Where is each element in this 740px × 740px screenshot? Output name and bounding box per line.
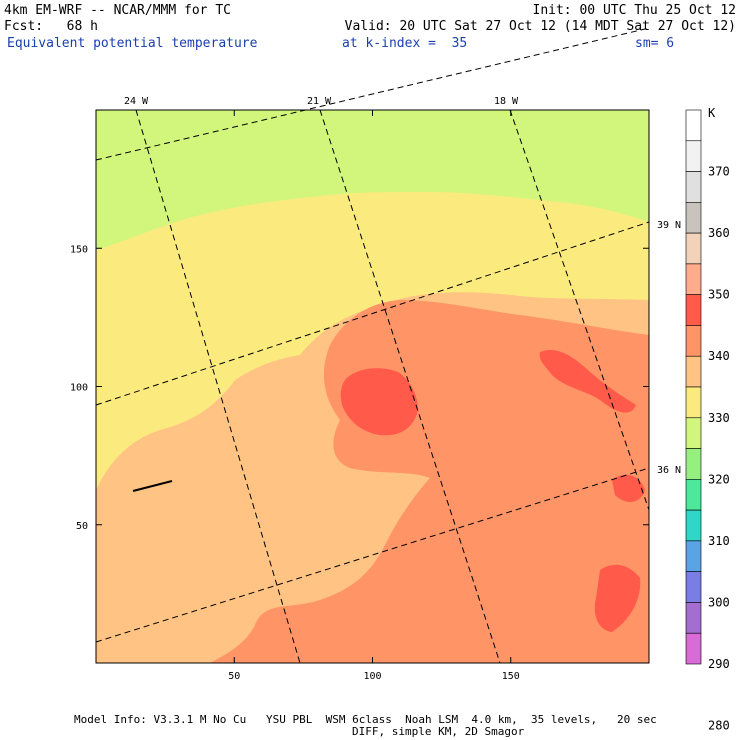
lon-label-18w: 18 W: [494, 96, 519, 107]
colorbar-swatch-6: [685, 294, 702, 326]
smoothing-info: sm= 6: [635, 36, 675, 51]
colorbar-swatch-13: [685, 509, 702, 542]
colorbar-unit: K: [708, 106, 716, 120]
lon-line-24w: [135, 109, 301, 664]
level-info: at k-index = 35: [342, 36, 468, 51]
colorbar-swatch-5: [685, 263, 702, 295]
colorbar-label-280: 280: [708, 719, 730, 733]
init-time: Init: 00 UTC Thu 25 Oct 12: [532, 3, 737, 18]
region-340-350: [340, 368, 418, 436]
colorbar-label-360: 360: [708, 226, 730, 240]
region-340-350-edge: [612, 474, 645, 502]
forecast-hour: Fcst: 68 h: [4, 19, 98, 34]
colorbar-label-330: 330: [708, 411, 730, 425]
colorbar-swatch-4: [685, 232, 702, 265]
y-tick-label-150: 150: [70, 244, 88, 255]
colorbar-swatch-7: [685, 325, 702, 357]
lat-line-39n: [95, 221, 650, 406]
lat-line-36n: [95, 467, 650, 643]
region-340-350-southeast: [594, 564, 641, 632]
field-name: Equivalent potential temperature: [7, 36, 258, 51]
model-title: 4km EM-WRF -- NCAR/MMM for TC: [4, 3, 231, 18]
x-tick-label-50: 50: [228, 671, 240, 682]
lon-line-21w: [319, 109, 501, 664]
colorbar-label-370: 370: [708, 165, 730, 179]
colorbar-swatch-9: [685, 386, 702, 419]
colorbar-swatch-10: [685, 417, 702, 449]
y-tick-label-50: 50: [76, 521, 88, 532]
diffusion-info: DIFF, simple KM, 2D Smagor: [352, 725, 525, 738]
colorbar-swatch-16: [685, 602, 702, 634]
colorbar-swatch-11: [685, 448, 702, 480]
colorbar-swatch-2: [685, 171, 702, 203]
model-info: Model Info: V3.3.1 M No Cu YSU PBL WSM 6…: [74, 713, 657, 726]
lon-line-18w: [509, 109, 650, 511]
colorbar-label-290: 290: [708, 657, 730, 671]
x-axis: 50 100 150: [228, 110, 520, 682]
lon-label-24w: 24 W: [124, 96, 149, 107]
x-tick-label-150: 150: [502, 671, 520, 682]
colorbar-swatch-17: [685, 632, 702, 665]
y-tick-label-100: 100: [70, 383, 88, 394]
lat-label-39n: 39 N: [657, 220, 681, 231]
lat-line-39n-upper: [95, 27, 650, 161]
y-axis: 50 100 150: [70, 244, 649, 532]
region-330-340: [210, 300, 649, 663]
colorbar-swatch-14: [685, 540, 702, 572]
region-300-310: [96, 110, 649, 250]
colorbar-swatch-1: [685, 140, 702, 172]
lon-label-21w: 21 W: [307, 96, 332, 107]
lat-label-36n: 36 N: [657, 465, 681, 476]
valid-time: Valid: 20 UTC Sat 27 Oct 12 (14 MDT Sat …: [344, 19, 736, 34]
colorbar-label-340: 340: [708, 349, 730, 363]
colorbar-label-350: 350: [708, 288, 730, 302]
x-tick-label-100: 100: [363, 671, 381, 682]
colorbar-swatch-8: [685, 355, 702, 388]
wind-barb: [132, 480, 173, 492]
colorbar: 370 360 350 340 330 320 310 300 290 280: [685, 109, 730, 733]
colorbar-label-300: 300: [708, 595, 730, 609]
colorbar-swatch-3: [685, 202, 702, 234]
colorbar-swatch-15: [685, 571, 702, 603]
colorbar-swatch-0: [685, 109, 702, 142]
colorbar-label-320: 320: [708, 472, 730, 486]
region-340-350-east: [539, 350, 636, 413]
contour-fill: [96, 110, 649, 663]
colorbar-label-310: 310: [708, 534, 730, 548]
colorbar-swatch-12: [685, 479, 702, 511]
graticule: [95, 27, 650, 664]
